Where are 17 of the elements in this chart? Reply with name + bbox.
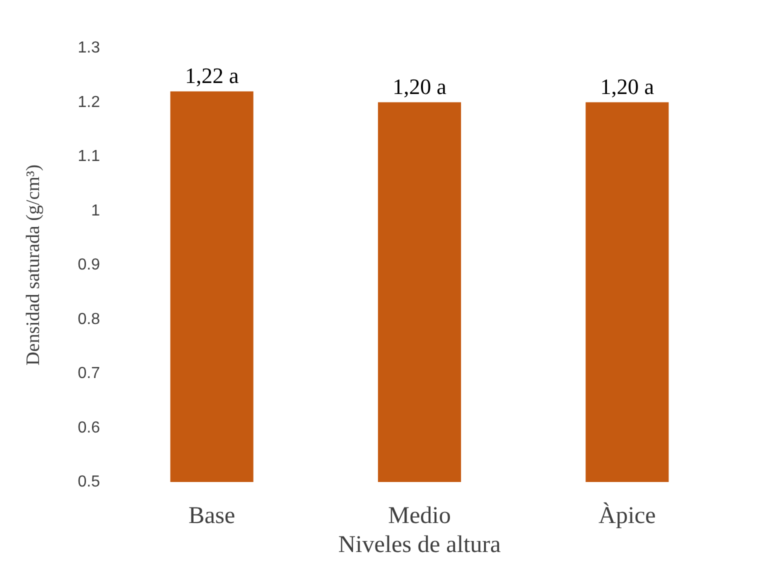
y-tick-label: 1.1 [78,148,100,165]
x-tick-label: Medio [388,503,451,529]
x-tick-label: Àpice [598,502,656,529]
y-tick-label: 1.2 [78,94,100,111]
data-label: 1,20 a [392,74,447,99]
y-tick-label: 1.3 [78,40,100,56]
y-axis-title: Densidad saturada (g/cm³) [23,164,44,366]
x-tick-label: Base [188,503,236,529]
y-tick-label: 0.5 [78,474,100,490]
y-tick-label: 0.7 [78,365,100,382]
data-label: 1,22 a [184,62,239,88]
y-tick-label: 0.6 [78,419,100,436]
y-tick-label: 0.9 [78,256,100,274]
y-tick-label: 0.8 [78,310,100,328]
x-axis-title: Niveles de altura [338,532,502,558]
data-label: 1,20 a [600,74,654,99]
y-tick-label: 1 [91,202,100,220]
